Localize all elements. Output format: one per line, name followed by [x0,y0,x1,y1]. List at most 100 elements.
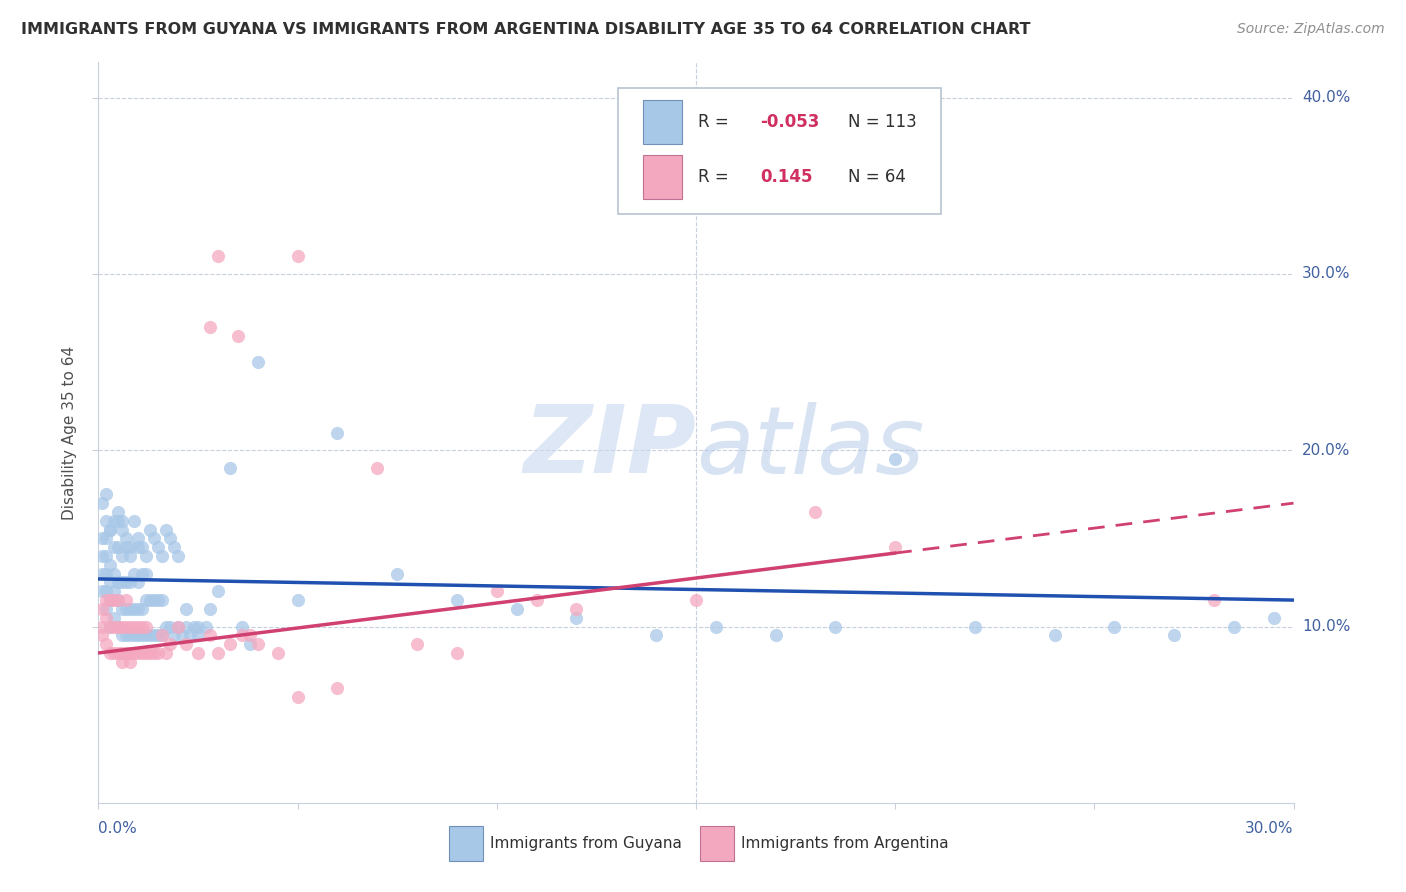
Point [163,628,186,642]
Point [91,532,114,546]
Point [127,602,149,616]
Point [155,523,177,537]
Point [143,646,166,660]
Point [131,566,153,581]
Point [98,593,122,607]
Point [131,602,153,616]
Point [565,602,588,616]
Point [287,690,309,704]
Point [139,646,162,660]
Point [155,646,177,660]
Point [115,532,138,546]
Point [526,593,548,607]
Point [150,593,173,607]
Point [287,249,309,263]
Point [91,628,114,642]
Point [120,619,142,633]
Point [91,602,114,616]
Point [103,646,125,660]
Point [179,628,201,642]
Point [884,452,907,467]
Point [131,540,153,554]
Point [120,628,142,642]
Point [565,610,588,624]
Point [135,549,157,563]
Text: IMMIGRANTS FROM GUYANA VS IMMIGRANTS FROM ARGENTINA DISABILITY AGE 35 TO 64 CORR: IMMIGRANTS FROM GUYANA VS IMMIGRANTS FRO… [21,22,1031,37]
Point [239,628,262,642]
Point [96,602,118,616]
Point [120,575,142,590]
Point [485,584,508,599]
Point [91,566,114,581]
Point [219,461,242,475]
Point [187,628,209,642]
FancyBboxPatch shape [644,100,682,144]
Point [111,575,134,590]
Point [135,628,157,642]
Point [506,602,529,616]
Point [326,681,349,696]
Point [172,628,194,642]
Point [174,619,197,633]
Point [246,355,269,369]
Point [91,619,114,633]
Y-axis label: Disability Age 35 to 64: Disability Age 35 to 64 [62,345,77,520]
Point [120,646,142,660]
Point [198,602,221,616]
Point [1223,619,1246,633]
Text: 20.0%: 20.0% [1302,442,1350,458]
Point [207,646,229,660]
Point [1104,619,1126,633]
Point [115,619,138,633]
Point [98,619,122,633]
Point [174,637,197,651]
Point [195,619,218,633]
Point [385,566,409,581]
Point [167,619,190,633]
Text: R =: R = [699,112,734,130]
Point [124,514,146,528]
Point [98,575,122,590]
Point [167,549,190,563]
Point [98,523,122,537]
Point [107,593,129,607]
Text: Immigrants from Argentina: Immigrants from Argentina [741,836,949,851]
Point [287,593,309,607]
Point [143,628,166,642]
Point [103,619,125,633]
Point [103,610,125,624]
Point [115,593,138,607]
Point [111,628,134,642]
FancyBboxPatch shape [619,88,941,214]
Point [103,540,125,554]
Point [107,540,129,554]
Point [115,646,138,660]
Point [96,584,118,599]
Point [704,619,727,633]
Point [115,540,138,554]
Point [127,540,149,554]
Point [267,646,290,660]
Point [120,602,142,616]
Point [765,628,787,642]
Point [366,461,388,475]
Point [127,532,149,546]
Point [167,619,190,633]
Point [96,566,118,581]
Point [115,602,138,616]
Point [963,619,986,633]
Point [246,637,269,651]
Point [91,549,114,563]
Point [1263,610,1285,624]
Point [148,593,170,607]
Point [111,523,134,537]
Point [163,540,186,554]
Point [406,637,429,651]
Text: 0.0%: 0.0% [98,822,138,836]
Point [804,505,827,519]
Point [131,646,153,660]
Point [148,540,170,554]
Point [107,593,129,607]
Point [884,540,907,554]
Point [96,532,118,546]
